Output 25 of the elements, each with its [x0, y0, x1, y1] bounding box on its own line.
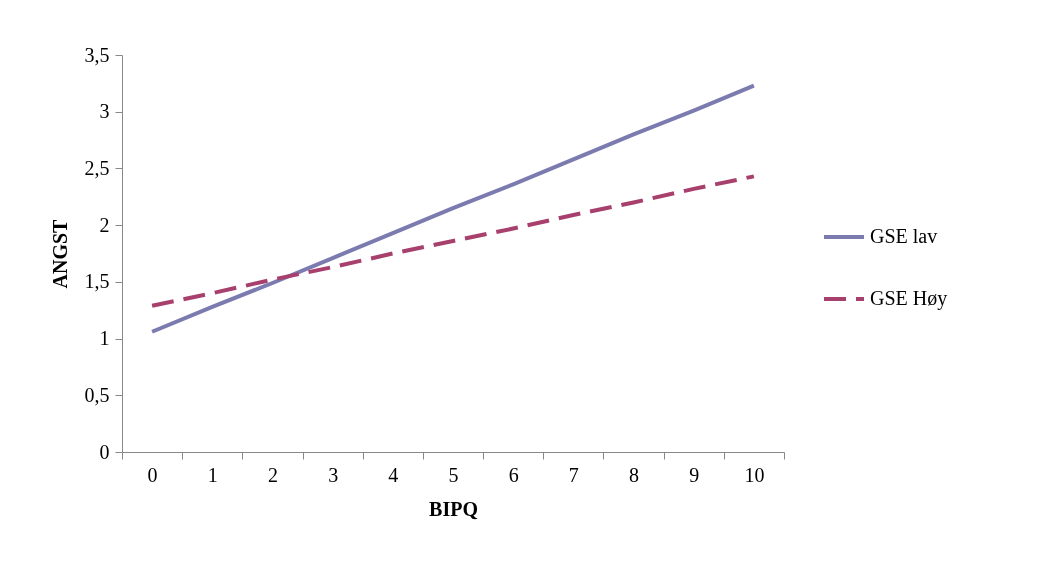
line-series	[150, 83, 756, 334]
x-tick-label: 7	[568, 463, 579, 486]
x-axis-title: BIPQ	[429, 497, 478, 520]
x-tick-label: 3	[328, 463, 339, 486]
y-tick-label: 1	[99, 327, 110, 350]
x-tick-label: 2	[267, 463, 278, 486]
y-tick-label: 2,5	[84, 156, 110, 179]
legend-label: GSE lav	[870, 225, 938, 247]
x-tick-label: 6	[508, 463, 519, 486]
y-axis-title: ANGST	[48, 218, 71, 289]
x-tick-label: 0	[147, 463, 158, 486]
x-tick-label: 10	[744, 463, 765, 486]
y-tick-label: 3	[99, 100, 110, 123]
x-tick-label: 1	[207, 463, 218, 486]
y-tick-label: 3,5	[84, 43, 110, 66]
x-tick-label: 5	[448, 463, 459, 486]
x-tick-label: 8	[629, 463, 640, 486]
line-series	[150, 174, 756, 308]
x-tick-label: 9	[689, 463, 700, 486]
y-tick-label: 0	[99, 440, 110, 463]
y-tick-label: 0,5	[84, 383, 110, 406]
y-tick-label: 2	[99, 213, 110, 236]
x-tick-label: 4	[388, 463, 399, 486]
legend-label: GSE Høy	[870, 287, 948, 310]
y-tick-label: 1,5	[84, 270, 110, 293]
